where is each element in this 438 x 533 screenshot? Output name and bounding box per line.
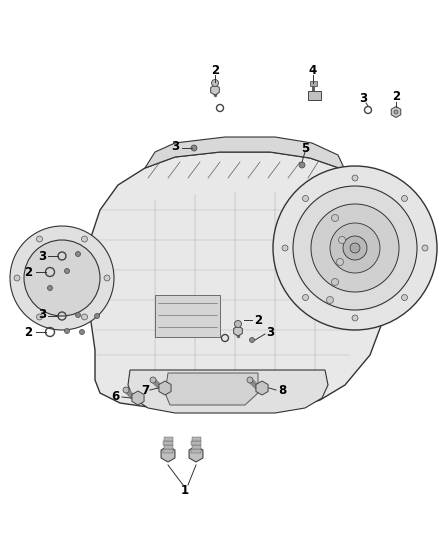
Polygon shape bbox=[233, 326, 242, 336]
Circle shape bbox=[10, 226, 114, 330]
Text: 1: 1 bbox=[181, 483, 189, 497]
Bar bbox=[191, 445, 201, 448]
Circle shape bbox=[402, 196, 407, 201]
Circle shape bbox=[150, 377, 156, 383]
Text: 2: 2 bbox=[392, 91, 400, 103]
Polygon shape bbox=[165, 373, 258, 405]
Circle shape bbox=[212, 79, 219, 86]
Circle shape bbox=[303, 295, 308, 301]
Polygon shape bbox=[256, 381, 268, 395]
Circle shape bbox=[234, 320, 241, 327]
Text: 2: 2 bbox=[24, 265, 32, 279]
Bar bbox=[191, 437, 201, 440]
Circle shape bbox=[293, 186, 417, 310]
Circle shape bbox=[332, 214, 339, 222]
Circle shape bbox=[247, 377, 253, 383]
Bar bbox=[191, 449, 201, 453]
Text: 2: 2 bbox=[211, 63, 219, 77]
Circle shape bbox=[47, 286, 53, 290]
Circle shape bbox=[64, 328, 70, 334]
Circle shape bbox=[352, 315, 358, 321]
Circle shape bbox=[394, 110, 398, 114]
Circle shape bbox=[350, 243, 360, 253]
Circle shape bbox=[81, 314, 88, 320]
Polygon shape bbox=[88, 152, 388, 408]
Circle shape bbox=[282, 245, 288, 251]
Polygon shape bbox=[161, 446, 175, 462]
Bar bbox=[310, 81, 317, 86]
Text: 3: 3 bbox=[266, 326, 274, 338]
Circle shape bbox=[332, 279, 339, 286]
Circle shape bbox=[75, 312, 81, 318]
Bar bbox=[191, 441, 201, 445]
Text: 4: 4 bbox=[309, 63, 317, 77]
Circle shape bbox=[326, 296, 333, 303]
Circle shape bbox=[422, 245, 428, 251]
Polygon shape bbox=[132, 391, 144, 405]
Circle shape bbox=[339, 237, 346, 244]
Text: 7: 7 bbox=[141, 384, 149, 397]
Circle shape bbox=[273, 166, 437, 330]
Circle shape bbox=[343, 236, 367, 260]
Circle shape bbox=[81, 236, 88, 242]
Text: 8: 8 bbox=[278, 384, 286, 397]
Bar bbox=[163, 449, 173, 453]
Circle shape bbox=[75, 252, 81, 256]
Text: 5: 5 bbox=[301, 141, 309, 155]
Circle shape bbox=[250, 337, 254, 343]
Text: 2: 2 bbox=[254, 313, 262, 327]
Polygon shape bbox=[189, 446, 203, 462]
Circle shape bbox=[95, 313, 99, 319]
Circle shape bbox=[104, 275, 110, 281]
Circle shape bbox=[36, 314, 42, 320]
Bar bbox=[155, 295, 220, 337]
Circle shape bbox=[352, 175, 358, 181]
Polygon shape bbox=[391, 107, 401, 117]
Text: 6: 6 bbox=[111, 391, 119, 403]
Circle shape bbox=[36, 236, 42, 242]
Bar bbox=[163, 437, 173, 440]
Text: 3: 3 bbox=[38, 249, 46, 262]
Bar bbox=[163, 441, 173, 445]
Polygon shape bbox=[211, 85, 219, 95]
Circle shape bbox=[402, 295, 407, 301]
Circle shape bbox=[24, 240, 100, 316]
Polygon shape bbox=[145, 137, 345, 170]
Circle shape bbox=[123, 387, 129, 393]
Circle shape bbox=[330, 223, 380, 273]
Circle shape bbox=[336, 259, 343, 265]
Circle shape bbox=[64, 269, 70, 273]
Circle shape bbox=[191, 145, 197, 151]
Circle shape bbox=[14, 275, 20, 281]
Polygon shape bbox=[159, 381, 171, 395]
Bar bbox=[308, 91, 321, 100]
Text: 3: 3 bbox=[359, 93, 367, 106]
Circle shape bbox=[303, 196, 308, 201]
Circle shape bbox=[311, 204, 399, 292]
Circle shape bbox=[80, 329, 85, 335]
Text: 3: 3 bbox=[171, 141, 179, 154]
Bar bbox=[163, 445, 173, 448]
Text: 2: 2 bbox=[24, 326, 32, 338]
Circle shape bbox=[299, 162, 305, 168]
Text: 3: 3 bbox=[38, 309, 46, 321]
Polygon shape bbox=[128, 370, 328, 413]
